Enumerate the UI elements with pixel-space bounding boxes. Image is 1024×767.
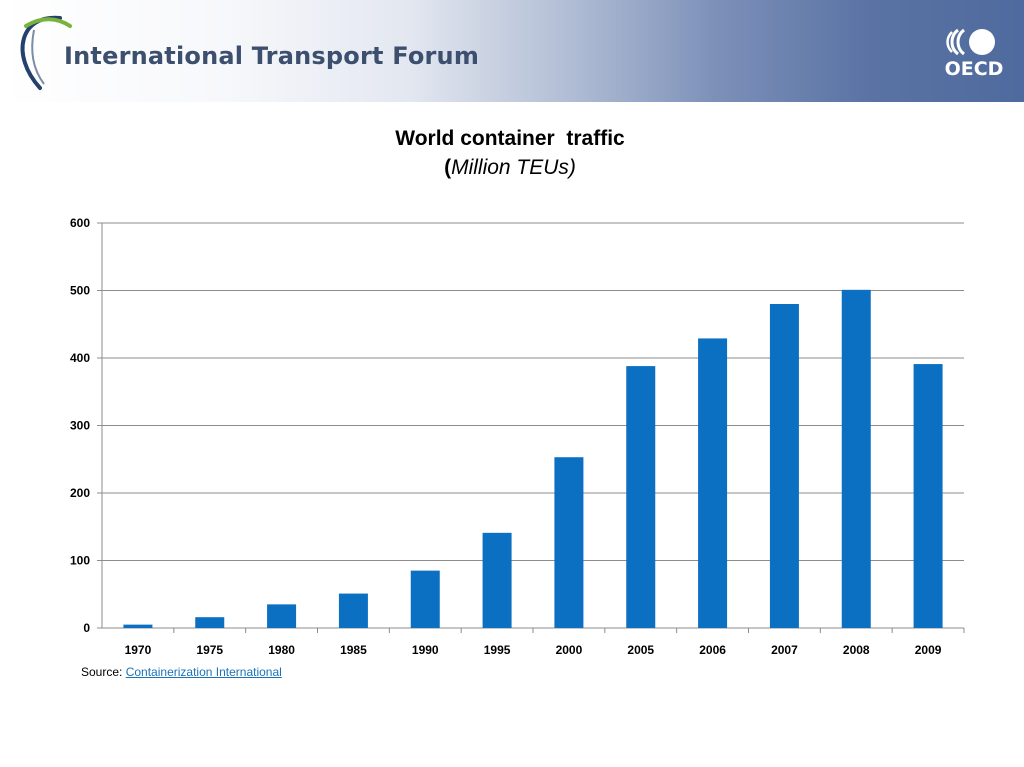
bar-2009 bbox=[913, 364, 943, 628]
x-tick-label: 2008 bbox=[843, 643, 870, 657]
x-tick-label: 1970 bbox=[125, 643, 152, 657]
itf-logo-swoosh bbox=[20, 15, 72, 90]
bar-1985 bbox=[338, 593, 368, 628]
y-tick-label: 0 bbox=[83, 621, 90, 635]
x-tick-label: 1990 bbox=[412, 643, 439, 657]
itf-logo-text: International Transport Forum bbox=[64, 42, 480, 70]
x-tick-label: 2000 bbox=[556, 643, 583, 657]
oecd-logo-icon bbox=[946, 28, 995, 56]
bar-1980 bbox=[267, 604, 297, 628]
bar-2000 bbox=[554, 457, 584, 628]
x-tick-label: 1975 bbox=[196, 643, 223, 657]
y-tick-label: 600 bbox=[70, 216, 90, 230]
chart-title: World container traffic bbox=[395, 127, 625, 150]
bar-2005 bbox=[626, 366, 656, 628]
x-tick-label: 1985 bbox=[340, 643, 367, 657]
x-tick-label: 1980 bbox=[268, 643, 295, 657]
bar-1995 bbox=[482, 532, 512, 628]
source-link[interactable]: Containerization International bbox=[125, 665, 282, 679]
chart-subtitle-open-paren: ( bbox=[444, 156, 452, 179]
chart-subtitle-unit: Million TEUs) bbox=[451, 156, 576, 179]
bar-1975 bbox=[195, 617, 225, 628]
bar-2007 bbox=[769, 304, 799, 628]
x-tick-label: 2005 bbox=[627, 643, 654, 657]
y-tick-label: 100 bbox=[70, 554, 90, 568]
x-tick-label: 2009 bbox=[915, 643, 942, 657]
source-label: Source: bbox=[81, 665, 126, 679]
chart-subtitle: (Million TEUs) bbox=[0, 156, 1020, 180]
bar-1990 bbox=[410, 570, 440, 628]
x-tick-label: 2007 bbox=[771, 643, 798, 657]
y-tick-label: 400 bbox=[70, 351, 90, 365]
bar-1970 bbox=[123, 624, 153, 628]
y-tick-label: 300 bbox=[70, 419, 90, 433]
x-tick-label: 1995 bbox=[484, 643, 511, 657]
oecd-logo-text: OECD bbox=[944, 58, 1004, 80]
bar-2008 bbox=[841, 289, 871, 628]
source-note: Source: Containerization International bbox=[81, 665, 282, 679]
y-tick-label: 200 bbox=[70, 486, 90, 500]
header-banner: International Transport Forum OECD bbox=[0, 0, 1024, 102]
x-tick-label: 2006 bbox=[699, 643, 726, 657]
bar-2006 bbox=[698, 338, 728, 628]
y-tick-label: 500 bbox=[70, 284, 90, 298]
